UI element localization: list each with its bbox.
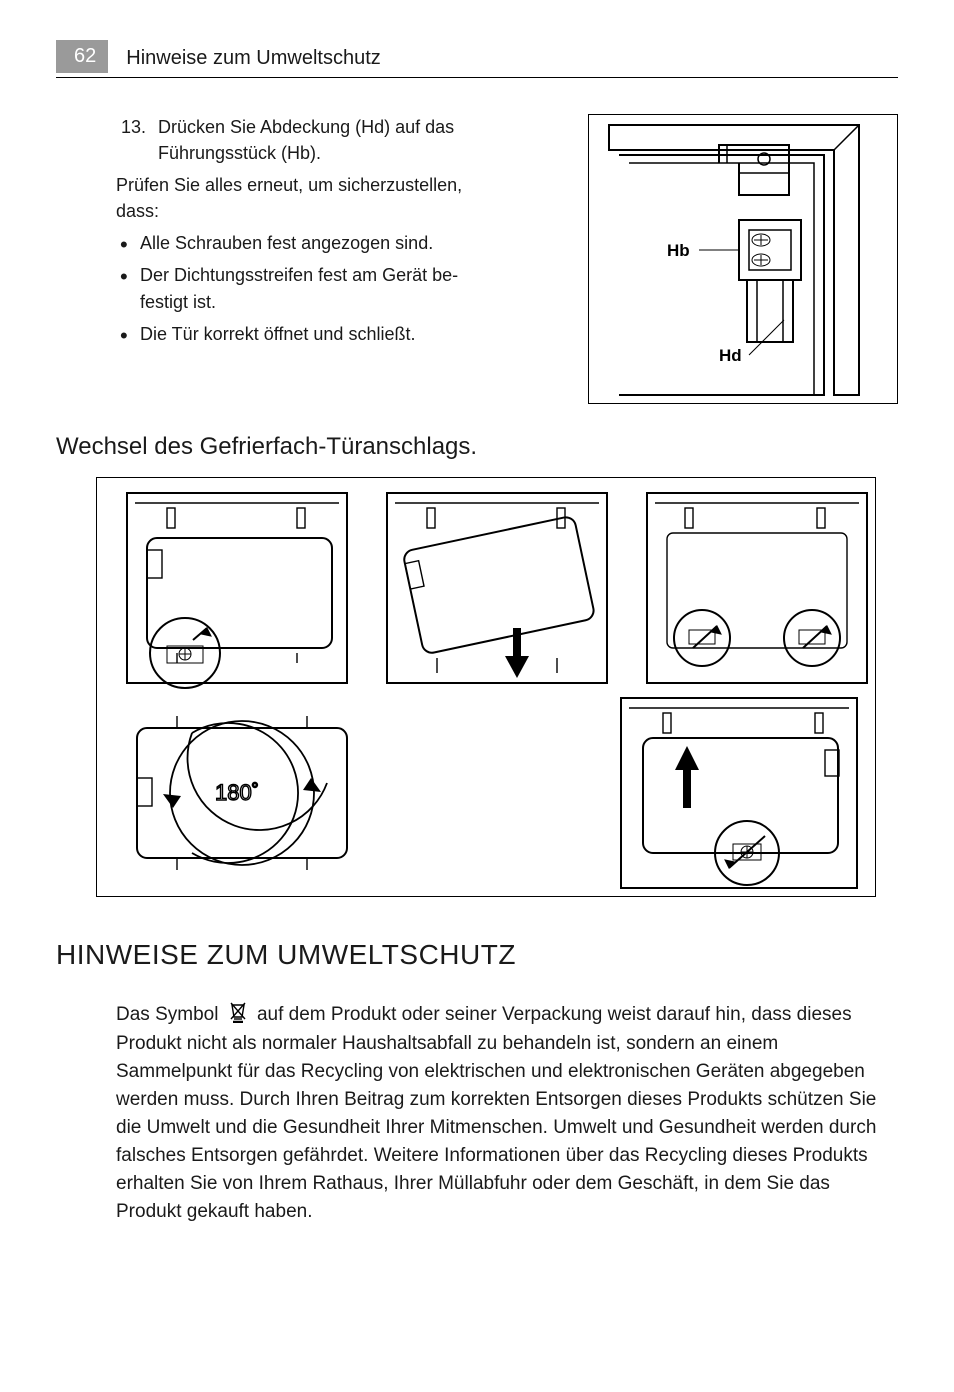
bullet-2: Der Dichtungsstreifen fest am Gerät be- …: [116, 262, 564, 314]
page-header: 62 Hinweise zum Umweltschutz: [56, 40, 898, 78]
panel-3: [647, 493, 867, 683]
door-reversal-figure: 180˚: [96, 477, 876, 897]
env-para-prefix: Das Symbol: [116, 1004, 224, 1025]
check-intro-line1: Prüfen Sie alles erneut, um sicherzustel…: [116, 175, 462, 195]
bullet-1: Alle Schrauben fest angezogen sind.: [116, 230, 564, 256]
panel-4: 180˚: [137, 716, 347, 870]
environment-section-title: HINWEISE ZUM UMWELTSCHUTZ: [56, 935, 898, 976]
check-intro: Prüfen Sie alles erneut, um sicherzustel…: [116, 172, 564, 224]
step-text-column: 13. Drücken Sie Abdeckung (Hd) auf das F…: [56, 114, 564, 404]
environment-paragraph: Das Symbol auf dem Produkt oder seiner V…: [56, 1001, 898, 1226]
page-number: 62: [56, 40, 108, 73]
step-13: 13. Drücken Sie Abdeckung (Hd) auf das F…: [116, 114, 564, 166]
hinge-figure-column: Hb Hd: [588, 114, 898, 404]
check-intro-line2: dass:: [116, 201, 159, 221]
label-hb: Hb: [667, 241, 690, 260]
step-number: 13.: [116, 114, 146, 166]
panel-2: [387, 493, 607, 683]
step-text-line2: Führungsstück (Hb).: [158, 143, 321, 163]
hinge-figure: Hb Hd: [588, 114, 898, 404]
weee-icon: [228, 1001, 248, 1023]
step-text-line1: Drücken Sie Abdeckung (Hd) auf das: [158, 117, 454, 137]
hinge-diagram-svg: Hb Hd: [589, 115, 899, 405]
label-hd: Hd: [719, 346, 742, 365]
panel-1: [127, 493, 347, 688]
step-text: Drücken Sie Abdeckung (Hd) auf das Führu…: [158, 114, 454, 166]
bullet-3: Die Tür korrekt öffnet und schließt.: [116, 321, 564, 347]
check-bullet-list: Alle Schrauben fest angezogen sind. Der …: [116, 230, 564, 346]
step-and-figure-row: 13. Drücken Sie Abdeckung (Hd) auf das F…: [56, 114, 898, 404]
panel-5: [621, 698, 857, 888]
running-title: Hinweise zum Umweltschutz: [126, 44, 381, 73]
env-para-rest: auf dem Produkt oder seiner Verpackung w…: [116, 1004, 876, 1222]
rotation-label: 180˚: [215, 780, 259, 805]
door-reversal-svg: 180˚: [97, 478, 877, 898]
door-reversal-subheading: Wechsel des Gefrierfach-Türanschlags.: [56, 430, 898, 465]
page-content: 13. Drücken Sie Abdeckung (Hd) auf das F…: [56, 114, 898, 1226]
bullet-2-line1: Der Dichtungsstreifen fest am Gerät be-: [140, 265, 458, 285]
bullet-2-line2: festigt ist.: [140, 292, 216, 312]
